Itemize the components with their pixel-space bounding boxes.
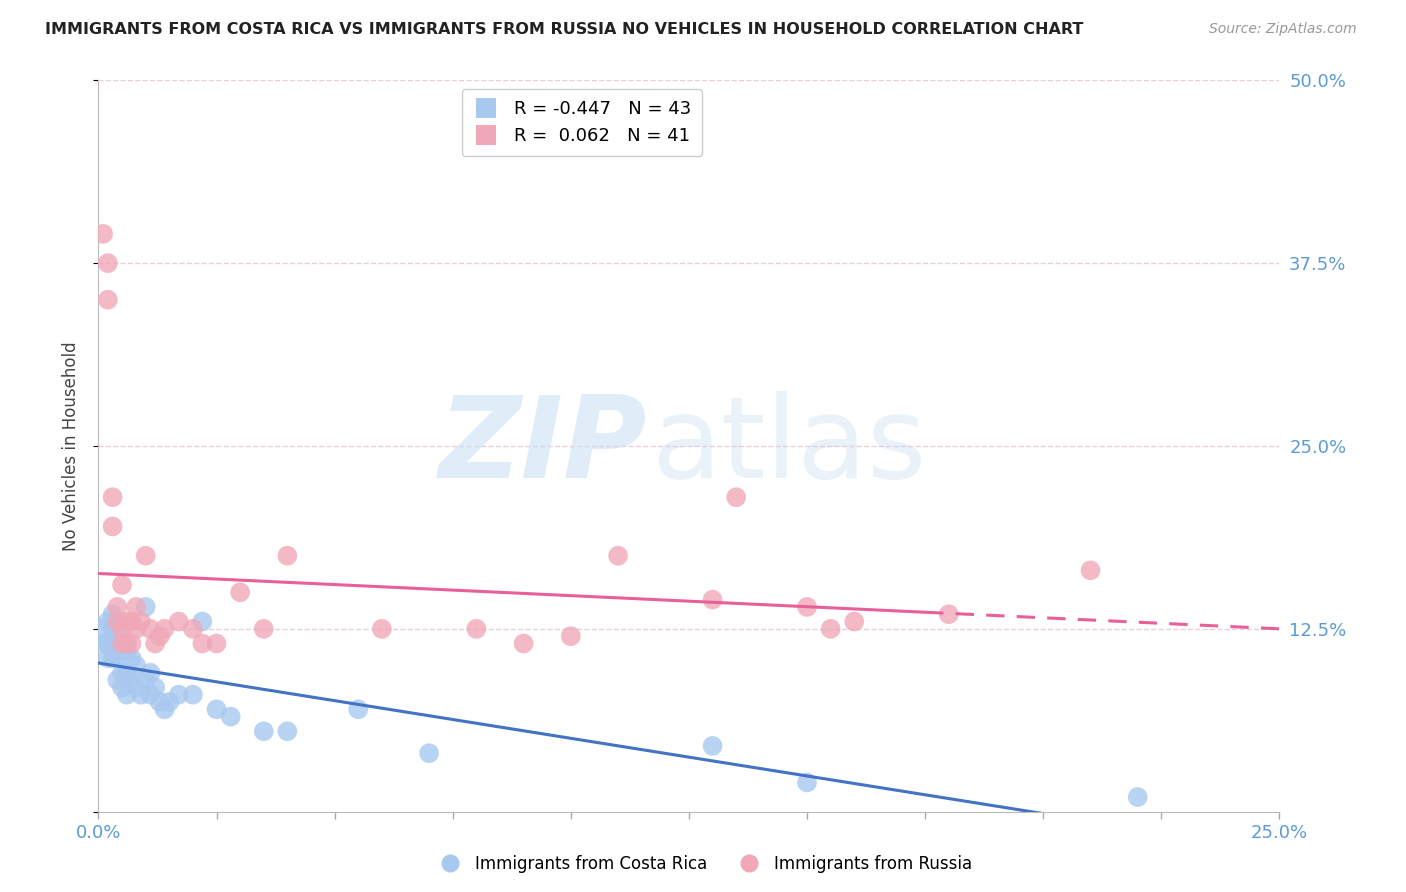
Point bbox=[125, 681, 148, 695]
Point bbox=[139, 622, 162, 636]
Point bbox=[607, 549, 630, 563]
Point bbox=[167, 688, 190, 702]
Point bbox=[125, 622, 148, 636]
Point bbox=[97, 615, 120, 629]
Point bbox=[105, 599, 128, 614]
Point bbox=[938, 607, 960, 622]
Point bbox=[101, 490, 124, 504]
Point bbox=[121, 673, 143, 687]
Point bbox=[191, 615, 214, 629]
Point bbox=[153, 622, 176, 636]
Point bbox=[97, 636, 120, 650]
Text: atlas: atlas bbox=[651, 391, 927, 501]
Point bbox=[167, 615, 190, 629]
Point bbox=[796, 775, 818, 789]
Point bbox=[135, 599, 157, 614]
Point bbox=[101, 636, 124, 650]
Point bbox=[796, 599, 818, 614]
Point bbox=[1126, 790, 1149, 805]
Point bbox=[129, 688, 152, 702]
Point bbox=[121, 615, 143, 629]
Point bbox=[97, 256, 120, 270]
Point bbox=[139, 665, 162, 680]
Point bbox=[253, 724, 276, 739]
Point bbox=[820, 622, 842, 636]
Point bbox=[125, 658, 148, 673]
Point bbox=[143, 681, 166, 695]
Point bbox=[97, 293, 120, 307]
Point bbox=[111, 644, 134, 658]
Point bbox=[135, 673, 157, 687]
Point bbox=[418, 746, 440, 760]
Point bbox=[276, 549, 298, 563]
Point bbox=[115, 688, 138, 702]
Text: IMMIGRANTS FROM COSTA RICA VS IMMIGRANTS FROM RUSSIA NO VEHICLES IN HOUSEHOLD CO: IMMIGRANTS FROM COSTA RICA VS IMMIGRANTS… bbox=[45, 22, 1084, 37]
Point bbox=[181, 688, 204, 702]
Point bbox=[229, 585, 252, 599]
Point bbox=[149, 629, 172, 643]
Point bbox=[371, 622, 394, 636]
Point bbox=[105, 673, 128, 687]
Legend: Immigrants from Costa Rica, Immigrants from Russia: Immigrants from Costa Rica, Immigrants f… bbox=[427, 848, 979, 880]
Text: Source: ZipAtlas.com: Source: ZipAtlas.com bbox=[1209, 22, 1357, 37]
Point bbox=[465, 622, 488, 636]
Point bbox=[205, 702, 228, 716]
Point bbox=[153, 702, 176, 716]
Point bbox=[115, 644, 138, 658]
Text: ZIP: ZIP bbox=[439, 391, 648, 501]
Point bbox=[115, 665, 138, 680]
Point bbox=[512, 636, 534, 650]
Point bbox=[143, 636, 166, 650]
Point bbox=[105, 629, 128, 643]
Point bbox=[139, 688, 162, 702]
Point bbox=[276, 724, 298, 739]
Point bbox=[101, 651, 124, 665]
Point bbox=[135, 549, 157, 563]
Point bbox=[105, 651, 128, 665]
Point bbox=[91, 636, 114, 650]
Point bbox=[129, 615, 152, 629]
Point bbox=[205, 636, 228, 650]
Legend: R = -0.447   N = 43, R =  0.062   N = 41: R = -0.447 N = 43, R = 0.062 N = 41 bbox=[461, 89, 702, 156]
Point bbox=[115, 636, 138, 650]
Point bbox=[111, 681, 134, 695]
Point bbox=[844, 615, 866, 629]
Point bbox=[121, 636, 143, 650]
Point bbox=[125, 599, 148, 614]
Point bbox=[149, 695, 172, 709]
Point bbox=[101, 607, 124, 622]
Point bbox=[91, 227, 114, 241]
Point bbox=[101, 622, 124, 636]
Y-axis label: No Vehicles in Household: No Vehicles in Household bbox=[62, 341, 80, 551]
Point bbox=[725, 490, 748, 504]
Point bbox=[253, 622, 276, 636]
Point bbox=[1080, 563, 1102, 577]
Point bbox=[157, 695, 180, 709]
Point bbox=[111, 665, 134, 680]
Point bbox=[105, 615, 128, 629]
Point bbox=[702, 739, 724, 753]
Point bbox=[191, 636, 214, 650]
Point bbox=[111, 636, 134, 650]
Point bbox=[347, 702, 370, 716]
Point bbox=[111, 622, 134, 636]
Point bbox=[121, 651, 143, 665]
Point bbox=[702, 592, 724, 607]
Point bbox=[97, 651, 120, 665]
Point bbox=[101, 519, 124, 533]
Point bbox=[111, 578, 134, 592]
Point bbox=[181, 622, 204, 636]
Point bbox=[219, 709, 242, 723]
Point bbox=[91, 622, 114, 636]
Point bbox=[560, 629, 582, 643]
Point bbox=[115, 615, 138, 629]
